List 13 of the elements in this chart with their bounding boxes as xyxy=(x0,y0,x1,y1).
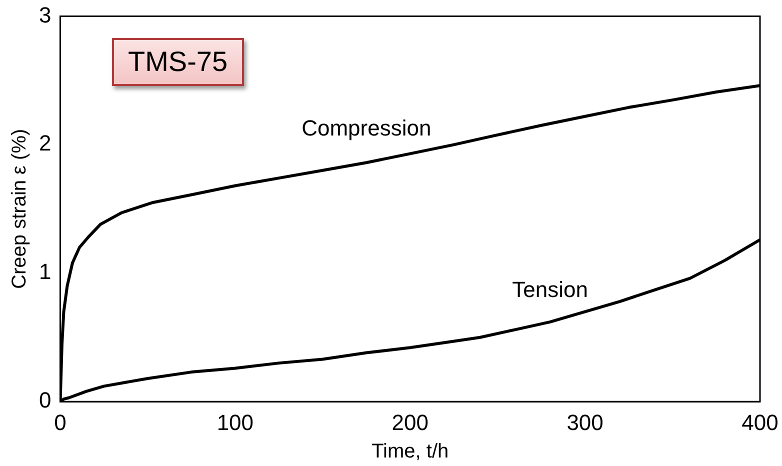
x-axis-title: Time, t/h xyxy=(372,440,449,463)
y-axis-title: Creep strain ε (%) xyxy=(8,128,31,289)
series-label: Compression xyxy=(302,116,432,141)
x-tick-label: 200 xyxy=(392,410,428,435)
y-tick-label: 2 xyxy=(38,130,52,156)
y-tick-label: 3 xyxy=(38,2,52,28)
y-tick-label: 0 xyxy=(38,388,52,413)
x-tick-label: 100 xyxy=(216,410,254,435)
y-tick-label: 1 xyxy=(38,259,52,284)
x-tick-label: 400 xyxy=(742,410,778,435)
series-label: Tension xyxy=(512,277,588,302)
annotation: TMS-75 xyxy=(112,38,244,86)
x-tick-label: 300 xyxy=(566,410,604,435)
